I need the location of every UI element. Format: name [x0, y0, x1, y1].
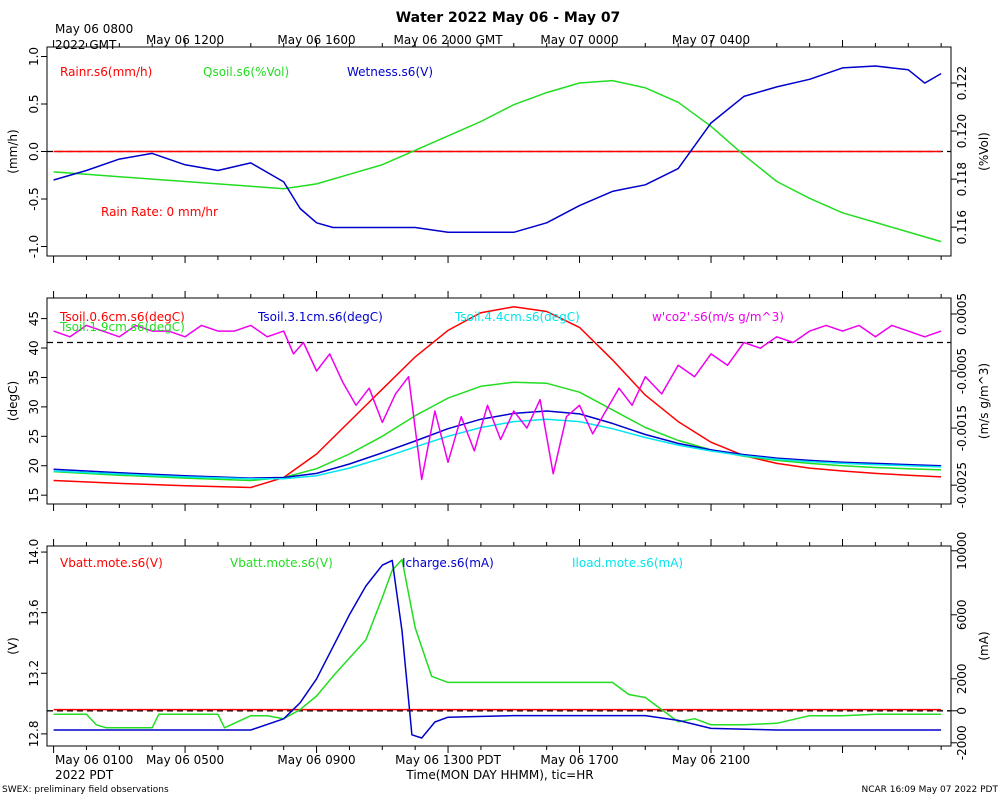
legend-entry: Icharge.s6(mA) — [402, 556, 494, 570]
right-axis-label: (m/s g/m^3) — [977, 363, 991, 439]
right-axis: 10000 6000 2000 0 -2000 (mA) — [951, 532, 991, 760]
footer-right-note: NCAR 16:09 May 07 2022 PDT — [862, 785, 999, 795]
legend-entry: Rainr.s6(mm/h) — [60, 65, 152, 79]
left-axis-tick-label: 12.8 — [27, 721, 41, 748]
right-axis-tick-label: 0.122 — [955, 66, 969, 100]
series-line-0-2 — [53, 65, 942, 234]
right-axis-tick-label: -0.0005 — [955, 348, 969, 394]
right-axis: 0.122 0.120 0.118 0.116 (%Vol) — [951, 66, 991, 244]
left-axis: 1.0 0.5 0.0 -0.5 -1.0 (mm/h) — [6, 47, 47, 258]
right-axis-label: (mA) — [977, 631, 991, 660]
pdt-tick-label: May 06 1300 PDT — [395, 753, 502, 767]
left-axis-label: (mm/h) — [6, 129, 20, 173]
series-line-1-4 — [53, 324, 942, 481]
right-axis-tick-label: -0.0015 — [955, 405, 969, 451]
series-line-2-1 — [53, 558, 942, 729]
left-axis: 14.0 13.6 13.2 12.8 (V) — [6, 539, 47, 748]
left-axis-tick-label: 1.0 — [27, 47, 41, 66]
left-axis-tick-label: -0.5 — [27, 187, 41, 210]
left-axis-label: (degC) — [6, 381, 20, 421]
left-axis-tick-label: 0.0 — [27, 142, 41, 161]
plot-frame — [46, 545, 952, 747]
left-axis-tick-label: 14.0 — [27, 539, 41, 566]
legend-entry: Iload.mote.s6(mA) — [572, 556, 683, 570]
right-axis-tick-label: 6000 — [955, 600, 969, 631]
pdt-start-label-line1: May 06 0100 — [55, 753, 133, 767]
left-axis-tick-label: 15 — [27, 488, 41, 503]
left-axis-tick-label: 35 — [27, 370, 41, 385]
right-axis-tick-label: 2000 — [955, 664, 969, 695]
right-axis-tick-label: -0.0025 — [955, 462, 969, 508]
pdt-tick-label: May 06 1700 — [540, 753, 618, 767]
x-ticks — [53, 40, 942, 263]
pdt-tick-labels: May 06 0500 May 06 0900 May 06 1300 PDT May… — [146, 753, 750, 767]
right-axis: 0.0005 -0.0005 -0.0015 -0.0025 (m/s g/m^3) — [951, 293, 991, 508]
gmt-start-label-line1: May 06 0800 — [55, 22, 133, 36]
series-line-2-2 — [53, 559, 942, 739]
left-axis-label: (V) — [6, 637, 20, 655]
left-axis-tick-label: 13.2 — [27, 660, 41, 687]
series-line-1-2 — [53, 410, 942, 479]
footer-left-note: SWEX: preliminary field observations — [2, 785, 169, 795]
legend-entry: Tsoil.4.4cm.s6(degC) — [454, 310, 580, 324]
pdt-start-label-line2: 2022 PDT — [55, 768, 114, 782]
right-axis-tick-label: 0 — [955, 707, 969, 715]
right-axis-tick-label: -2000 — [955, 725, 969, 760]
legend-entry: w'co2'.s6(m/s g/m^3) — [652, 310, 784, 324]
legend-entry: Wetness.s6(V) — [347, 65, 433, 79]
plot-frame — [46, 297, 952, 505]
legend-entry: Tsoil.3.1cm.s6(degC) — [257, 310, 383, 324]
pdt-tick-label: May 06 2100 — [672, 753, 750, 767]
panel-soil-temperature: 45 40 35 30 25 20 15 (degC) 0.0005 -0.0005 -0.0015… — [6, 291, 991, 511]
rain-rate-annotation: Rain Rate: 0 mm/hr — [101, 205, 218, 219]
right-axis-tick-label: 0.120 — [955, 114, 969, 148]
series-line-1-3 — [53, 418, 942, 480]
panel-power: 14.0 13.6 13.2 12.8 (V) 10000 6000 2000 0 -2000 (m… — [6, 532, 991, 761]
series-line-0-1 — [53, 79, 942, 243]
left-axis-tick-label: 0.5 — [27, 94, 41, 113]
right-axis-tick-label: 0.118 — [955, 162, 969, 196]
pdt-tick-label: May 06 0900 — [277, 753, 355, 767]
pdt-tick-label: May 06 0500 — [146, 753, 224, 767]
x-ticks — [53, 291, 942, 511]
legend-entry: Tsoil.0.6cm.s6(degC) — [59, 310, 185, 324]
right-axis-tick-label: 0.0005 — [955, 293, 969, 335]
x-ticks — [53, 539, 942, 753]
legend-entry: Qsoil.s6(%Vol) — [203, 65, 289, 79]
right-axis-label: (%Vol) — [977, 132, 991, 171]
legend-entry: Vbatt.mote.s6(V) — [60, 556, 163, 570]
left-axis-tick-label: 25 — [27, 429, 41, 444]
left-axis-tick-label: 30 — [27, 399, 41, 414]
legend-entry: Vbatt.mote.s6(V) — [230, 556, 333, 570]
left-axis-tick-label: 13.6 — [27, 599, 41, 626]
x-axis-label: Time(MON DAY HHMM), tic=HR — [405, 768, 593, 782]
right-axis-tick-label: 0.116 — [955, 210, 969, 244]
left-axis-tick-label: 45 — [27, 311, 41, 326]
right-axis-tick-label: 10000 — [955, 532, 969, 570]
left-axis-tick-label: 20 — [27, 458, 41, 473]
left-axis: 45 40 35 30 25 20 15 (degC) — [6, 311, 47, 503]
left-axis-tick-label: 40 — [27, 340, 41, 355]
panel-water: 1.00.50.0-0.5-1.0(mm/h)0.1220.1200.1180.… — [6, 40, 991, 263]
left-axis-tick-label: -1.0 — [27, 235, 41, 258]
chart-title: Water 2022 May 06 - May 07 — [396, 10, 621, 26]
legend-entry: Tsoil.1.9cm.s6(degC) — [59, 320, 185, 334]
